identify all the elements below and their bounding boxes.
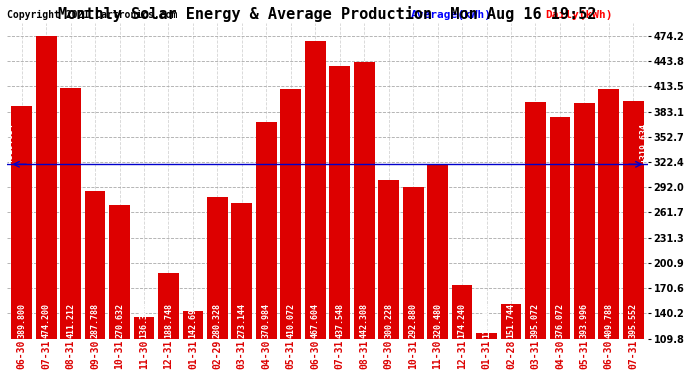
Bar	[11, 106, 32, 339]
Bar	[231, 203, 253, 339]
Bar	[280, 89, 302, 339]
Bar	[256, 122, 277, 339]
Text: +319.634: +319.634	[640, 123, 649, 163]
Text: 474.200: 474.200	[41, 303, 50, 338]
Bar	[452, 285, 473, 339]
Text: 467.604: 467.604	[310, 303, 319, 338]
Text: +319.634: +319.634	[6, 123, 15, 163]
Bar	[525, 102, 546, 339]
Bar	[403, 186, 424, 339]
Text: 300.228: 300.228	[384, 303, 393, 338]
Bar	[501, 304, 522, 339]
Text: 411.212: 411.212	[66, 303, 75, 338]
Text: 320.480: 320.480	[433, 303, 442, 338]
Text: 389.800: 389.800	[17, 303, 26, 338]
Text: 273.144: 273.144	[237, 303, 246, 338]
Bar	[36, 36, 57, 339]
Text: 409.788: 409.788	[604, 303, 613, 338]
Text: 370.984: 370.984	[262, 303, 271, 338]
Bar	[134, 316, 155, 339]
Text: 395.072: 395.072	[531, 303, 540, 338]
Text: 174.240: 174.240	[457, 303, 466, 338]
Bar	[305, 41, 326, 339]
Text: 376.072: 376.072	[555, 303, 564, 338]
Bar	[378, 180, 399, 339]
Bar	[598, 89, 619, 339]
Text: 270.632: 270.632	[115, 303, 124, 338]
Text: Average(kWh): Average(kWh)	[411, 10, 492, 20]
Bar	[207, 197, 228, 339]
Text: 151.744: 151.744	[506, 303, 515, 338]
Text: 437.548: 437.548	[335, 303, 344, 338]
Text: 136.384: 136.384	[139, 303, 148, 338]
Bar	[329, 66, 350, 339]
Text: 116.984: 116.984	[482, 303, 491, 338]
Bar	[574, 102, 595, 339]
Text: 442.308: 442.308	[359, 303, 368, 338]
Bar	[476, 333, 497, 339]
Text: Daily(kWh): Daily(kWh)	[546, 9, 613, 20]
Bar	[85, 191, 106, 339]
Bar	[158, 273, 179, 339]
Text: Copyright 2021 Cartronics.com: Copyright 2021 Cartronics.com	[7, 9, 177, 20]
Title: Monthly Solar Energy & Average Production  Mon Aug 16 19:52: Monthly Solar Energy & Average Productio…	[59, 6, 597, 21]
Text: 287.788: 287.788	[90, 303, 99, 338]
Text: 292.880: 292.880	[408, 303, 417, 338]
Text: 188.748: 188.748	[164, 303, 173, 338]
Text: 280.328: 280.328	[213, 303, 222, 338]
Bar	[354, 62, 375, 339]
Bar	[60, 88, 81, 339]
Bar	[427, 164, 448, 339]
Bar	[183, 311, 204, 339]
Text: 393.996: 393.996	[580, 303, 589, 338]
Bar	[109, 205, 130, 339]
Bar	[549, 117, 571, 339]
Text: 142.692: 142.692	[188, 303, 197, 338]
Bar	[623, 101, 644, 339]
Text: 395.552: 395.552	[629, 303, 638, 338]
Text: 410.072: 410.072	[286, 303, 295, 338]
